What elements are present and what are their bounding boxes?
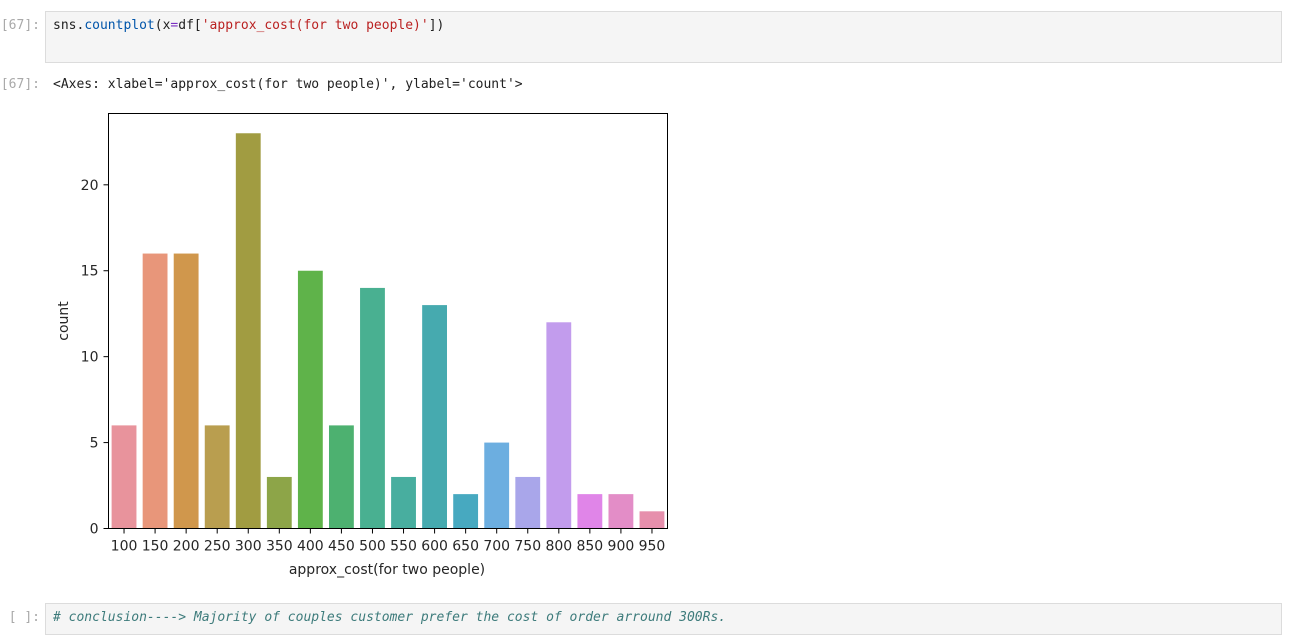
x-tick-label: 700 <box>483 539 510 555</box>
output-axes-repr: <Axes: xlabel='approx_cost(for two peopl… <box>53 77 523 92</box>
bar-450 <box>328 425 354 529</box>
code-df: df[ <box>178 18 202 33</box>
x-tick-label: 150 <box>142 539 169 555</box>
bar-350 <box>266 476 292 529</box>
bar-850 <box>577 494 603 529</box>
x-tick-label: 550 <box>390 539 417 555</box>
bar-950 <box>639 511 665 529</box>
cell-2-prompt: [ ]: <box>8 610 40 625</box>
bar-300 <box>235 133 261 529</box>
x-tick-label: 500 <box>359 539 386 555</box>
bar-550 <box>391 476 416 529</box>
bar-400 <box>297 270 323 529</box>
code-function-name: countplot <box>84 18 155 33</box>
x-tick-label: 900 <box>608 539 635 555</box>
bar-650 <box>453 494 479 529</box>
code-line: sns.countplot(x=df['approx_cost(for two … <box>53 18 444 33</box>
x-tick-label: 800 <box>545 539 572 555</box>
y-tick-label: 15 <box>81 264 99 280</box>
bar-500 <box>360 287 385 529</box>
output-1-prompt: [67]: <box>0 77 40 92</box>
code-sns: sns. <box>53 18 85 33</box>
code-cell-1[interactable]: sns.countplot(x=df['approx_cost(for two … <box>45 11 1282 63</box>
code-string: 'approx_cost(for two people)' <box>201 18 429 33</box>
x-tick-label: 750 <box>514 539 541 555</box>
x-tick-label: 400 <box>297 539 324 555</box>
bar-700 <box>484 442 510 529</box>
bar-200 <box>173 253 199 529</box>
x-tick-label: 650 <box>452 539 479 555</box>
y-tick-label: 5 <box>90 436 99 452</box>
cell-1-prompt: [67]: <box>0 18 40 33</box>
code-arg-name: x <box>162 18 171 33</box>
bar-150 <box>142 253 168 529</box>
x-tick-label: 300 <box>235 539 262 555</box>
code-equals: = <box>170 18 179 33</box>
y-tick-label: 10 <box>81 350 99 366</box>
x-axis-label: approx_cost(for two people) <box>289 562 485 578</box>
x-tick-label: 850 <box>576 539 603 555</box>
y-tick-label: 0 <box>90 522 99 538</box>
comment-line: # conclusion----> Majority of couples cu… <box>53 610 727 625</box>
y-axis-label: count <box>56 301 72 341</box>
x-tick-label: 100 <box>111 539 138 555</box>
bar-800 <box>546 322 572 529</box>
y-tick-label: 20 <box>81 178 99 194</box>
bar-250 <box>204 425 230 529</box>
x-tick-label: 950 <box>639 539 666 555</box>
x-tick-label: 600 <box>421 539 448 555</box>
code-cell-2[interactable]: # conclusion----> Majority of couples cu… <box>45 603 1282 635</box>
code-paren: ( <box>154 18 163 33</box>
code-close: ]) <box>428 18 445 33</box>
bar-900 <box>608 494 634 529</box>
x-tick-label: 250 <box>204 539 231 555</box>
x-tick-label: 450 <box>328 539 355 555</box>
plot-frame <box>108 113 668 529</box>
bar-750 <box>515 476 541 529</box>
bar-600 <box>422 305 447 529</box>
x-tick-label: 350 <box>266 539 293 555</box>
bar-100 <box>111 425 137 529</box>
x-tick-label: 200 <box>173 539 200 555</box>
